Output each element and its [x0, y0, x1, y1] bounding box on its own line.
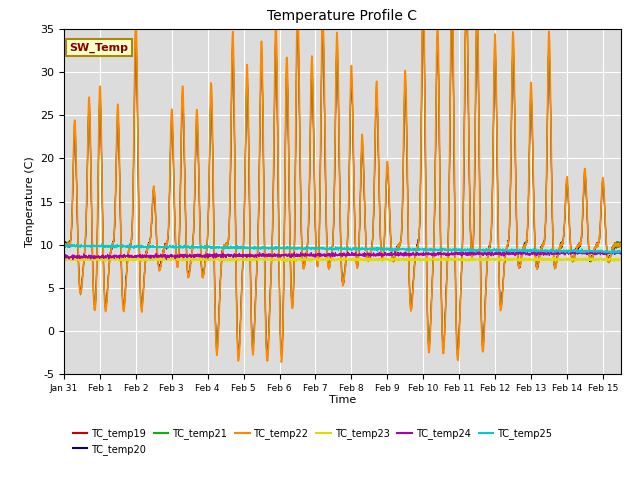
TC_temp19	[264, 355, 271, 360]
Line: TC_temp22: TC_temp22	[64, 29, 621, 362]
TC_temp22	[617, 242, 625, 248]
Line: TC_temp21: TC_temp21	[64, 29, 621, 359]
TC_temp21	[274, 132, 282, 138]
Legend: TC_temp19, TC_temp20, TC_temp21, TC_temp22, TC_temp23, TC_temp24, TC_temp25: TC_temp19, TC_temp20, TC_temp21, TC_temp…	[69, 424, 556, 459]
TC_temp22	[278, 360, 285, 365]
TC_temp20	[274, 121, 282, 127]
X-axis label: Time: Time	[329, 395, 356, 405]
TC_temp24	[69, 257, 77, 263]
TC_temp21	[298, 245, 306, 251]
TC_temp25	[546, 248, 554, 254]
TC_temp23	[546, 256, 554, 262]
TC_temp20	[294, 26, 301, 32]
TC_temp19	[274, 134, 282, 140]
TC_temp25	[157, 244, 164, 250]
TC_temp25	[60, 243, 68, 249]
TC_temp21	[606, 254, 614, 260]
TC_temp22	[298, 248, 306, 253]
TC_temp25	[298, 245, 306, 251]
TC_temp23	[157, 257, 164, 263]
TC_temp23	[124, 258, 131, 264]
TC_temp22	[132, 26, 140, 32]
TC_temp24	[569, 248, 577, 253]
TC_temp22	[124, 260, 131, 266]
TC_temp19	[293, 26, 301, 32]
Line: TC_temp25: TC_temp25	[64, 244, 621, 254]
TC_temp23	[274, 257, 282, 263]
TC_temp20	[606, 254, 614, 260]
TC_temp23	[606, 256, 614, 262]
TC_temp21	[132, 26, 140, 32]
Title: Temperature Profile C: Temperature Profile C	[268, 10, 417, 24]
TC_temp25	[606, 250, 614, 255]
TC_temp24	[298, 252, 306, 258]
TC_temp19	[617, 243, 625, 249]
TC_temp24	[157, 254, 164, 260]
TC_temp19	[124, 259, 131, 265]
TC_temp24	[60, 253, 68, 259]
TC_temp24	[546, 250, 554, 255]
TC_temp22	[60, 240, 68, 246]
TC_temp25	[274, 244, 282, 250]
TC_temp19	[60, 242, 68, 248]
TC_temp23	[379, 259, 387, 265]
TC_temp20	[157, 262, 164, 268]
TC_temp25	[98, 241, 106, 247]
TC_temp20	[454, 352, 461, 358]
TC_temp20	[60, 242, 68, 248]
Y-axis label: Temperature (C): Temperature (C)	[24, 156, 35, 247]
TC_temp21	[617, 240, 625, 246]
TC_temp21	[124, 259, 131, 264]
TC_temp22	[274, 127, 282, 133]
TC_temp19	[606, 255, 614, 261]
TC_temp24	[274, 251, 282, 257]
TC_temp22	[606, 254, 614, 260]
TC_temp21	[547, 80, 554, 86]
TC_temp25	[617, 250, 625, 255]
TC_temp25	[610, 251, 618, 257]
TC_temp22	[157, 262, 164, 268]
TC_temp24	[124, 253, 132, 259]
TC_temp20	[124, 257, 131, 263]
TC_temp23	[298, 256, 305, 262]
Line: TC_temp23: TC_temp23	[64, 257, 621, 262]
TC_temp19	[298, 246, 306, 252]
TC_temp23	[549, 254, 557, 260]
Line: TC_temp24: TC_temp24	[64, 251, 621, 260]
TC_temp25	[124, 243, 132, 249]
Line: TC_temp20: TC_temp20	[64, 29, 621, 355]
TC_temp23	[617, 256, 625, 262]
TC_temp20	[298, 245, 306, 251]
TC_temp21	[454, 356, 461, 362]
TC_temp22	[547, 75, 554, 81]
Line: TC_temp19: TC_temp19	[64, 29, 621, 358]
TC_temp21	[60, 240, 68, 246]
TC_temp23	[60, 255, 68, 261]
TC_temp21	[157, 262, 164, 268]
Text: SW_Temp: SW_Temp	[70, 43, 129, 53]
TC_temp20	[547, 88, 554, 94]
TC_temp19	[547, 86, 554, 92]
TC_temp19	[157, 262, 164, 267]
TC_temp24	[617, 249, 625, 255]
TC_temp24	[606, 250, 614, 256]
TC_temp20	[617, 241, 625, 247]
